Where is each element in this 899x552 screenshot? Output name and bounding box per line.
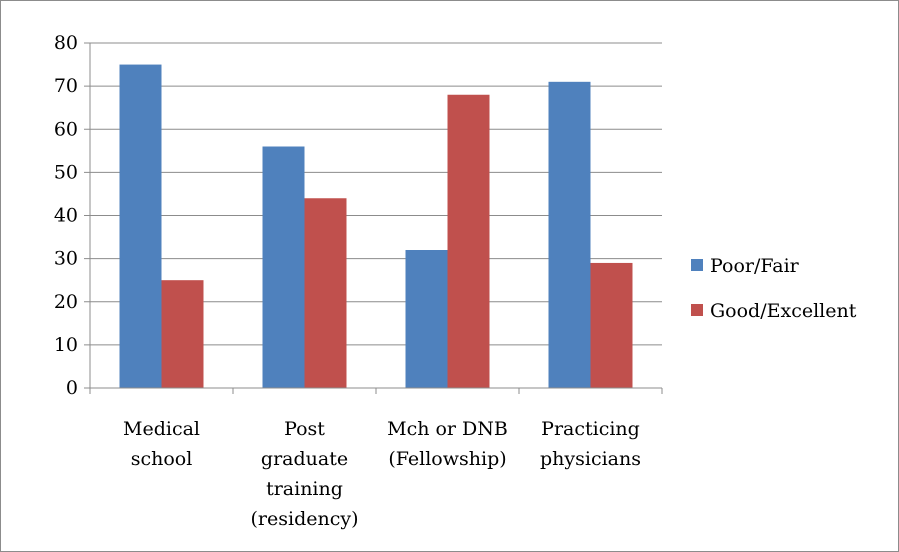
y-axis-ticks: 0 10 20 30 40 50 60 70 80 bbox=[54, 32, 90, 399]
bar-good-excellent-0 bbox=[161, 280, 204, 388]
y-tick-label: 0 bbox=[66, 377, 78, 399]
bar-poor-fair-2 bbox=[405, 250, 448, 388]
x-category-label-line: Medical bbox=[123, 418, 200, 440]
legend: Poor/Fair Good/Excellent bbox=[691, 255, 857, 322]
legend-swatch bbox=[691, 259, 703, 271]
y-tick-label: 20 bbox=[54, 291, 78, 313]
x-category-label: Post graduate training (residency) bbox=[251, 418, 359, 530]
bar-poor-fair-1 bbox=[262, 146, 305, 388]
bar-good-excellent-3 bbox=[590, 262, 633, 388]
x-category-label-line: Post bbox=[284, 418, 325, 440]
x-category-label-line: graduate bbox=[261, 448, 348, 470]
y-tick-label: 40 bbox=[54, 205, 78, 227]
y-tick-label: 70 bbox=[54, 75, 78, 97]
bar-poor-fair-3 bbox=[548, 81, 591, 388]
legend-label: Good/Excellent bbox=[710, 300, 857, 322]
y-tick-label: 10 bbox=[54, 334, 78, 356]
y-tick-label: 80 bbox=[54, 32, 78, 54]
y-tick-label: 30 bbox=[54, 248, 78, 270]
x-category-label-line: physicians bbox=[540, 448, 641, 470]
x-category-label-line: school bbox=[131, 448, 193, 470]
x-category-label-line: Mch or DNB bbox=[387, 418, 508, 440]
legend-swatch bbox=[691, 304, 703, 316]
x-category-label-line: training bbox=[266, 478, 343, 500]
y-tick-label: 60 bbox=[54, 118, 78, 140]
x-category-label-line: (residency) bbox=[251, 508, 359, 530]
x-axis-labels: Medical school Post graduate training (reside… bbox=[123, 418, 641, 530]
bars bbox=[119, 64, 633, 388]
bar-poor-fair-0 bbox=[119, 64, 162, 388]
bar-good-excellent-2 bbox=[447, 94, 490, 388]
x-category-label-line: Practicing bbox=[541, 418, 640, 440]
axes bbox=[89, 43, 663, 394]
x-category-label: Mch or DNB (Fellowship) bbox=[387, 418, 508, 470]
y-tick-label: 50 bbox=[54, 161, 78, 183]
x-category-label-line: (Fellowship) bbox=[388, 448, 506, 470]
bar-good-excellent-1 bbox=[304, 198, 347, 388]
x-category-label: Medical school bbox=[123, 418, 200, 470]
legend-label: Poor/Fair bbox=[710, 255, 800, 277]
x-category-label: Practicing physicians bbox=[540, 418, 641, 470]
